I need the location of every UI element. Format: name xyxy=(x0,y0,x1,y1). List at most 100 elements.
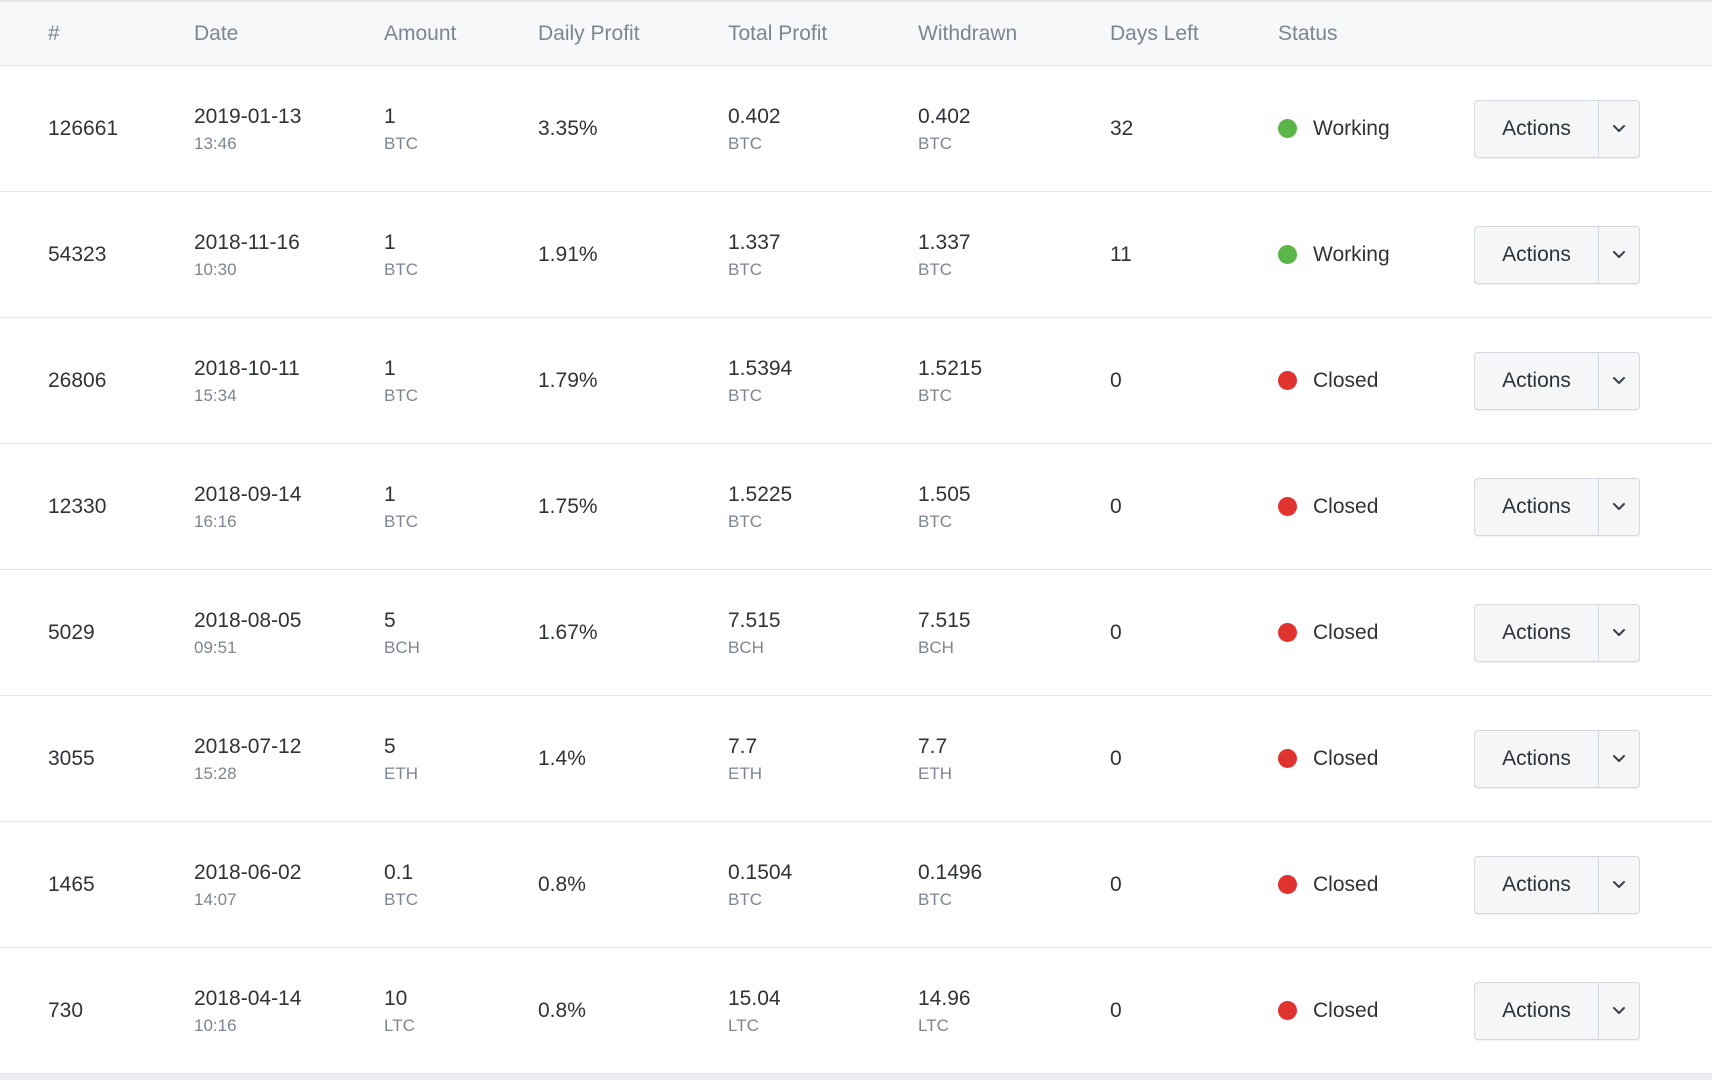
table-row: 26806 2018-10-11 15:34 1 BTC 1.79% 1.539… xyxy=(0,318,1712,444)
actions-button[interactable]: Actions xyxy=(1475,604,1599,661)
total-profit: 1.5394 xyxy=(728,356,793,380)
status-badge: Closed xyxy=(1278,369,1474,393)
deposit-date-cell: 2018-07-12 15:28 xyxy=(194,734,384,784)
status-badge: Working xyxy=(1278,243,1474,267)
table-row: 5029 2018-08-05 09:51 5 BCH 1.67% 7.515 … xyxy=(0,570,1712,696)
status-label: Closed xyxy=(1313,872,1379,896)
days-left: 0 xyxy=(1110,494,1122,518)
total-profit-cell: 15.04 LTC xyxy=(728,986,918,1036)
daily-profit: 1.91% xyxy=(538,242,598,266)
status-badge: Closed xyxy=(1278,873,1474,897)
deposit-id: 26806 xyxy=(48,368,107,392)
status-cell: Working xyxy=(1278,243,1474,267)
deposit-amount-currency: BTC xyxy=(384,511,418,531)
withdrawn-currency: BTC xyxy=(918,259,952,279)
column-header-status: Status xyxy=(1278,21,1338,45)
status-cell: Closed xyxy=(1278,999,1474,1023)
total-profit-cell: 7.7 ETH xyxy=(728,734,918,784)
withdrawn-cell: 1.337 BTC xyxy=(918,230,1110,280)
withdrawn-currency: BTC xyxy=(918,385,952,405)
total-profit-currency: BTC xyxy=(728,259,762,279)
daily-profit: 1.67% xyxy=(538,620,598,644)
status-cell: Working xyxy=(1278,117,1474,141)
actions-cell: Actions xyxy=(1474,99,1712,158)
actions-dropdown-toggle[interactable] xyxy=(1599,227,1639,283)
deposit-date: 2018-11-16 xyxy=(194,230,300,254)
withdrawn-cell: 7.515 BCH xyxy=(918,608,1110,658)
actions-dropdown-toggle[interactable] xyxy=(1599,983,1639,1039)
withdrawn-cell: 0.1496 BTC xyxy=(918,860,1110,910)
status-cell: Closed xyxy=(1278,873,1474,897)
withdrawn-amount: 7.515 xyxy=(918,608,971,632)
actions-button[interactable]: Actions xyxy=(1475,730,1599,787)
status-badge: Working xyxy=(1278,117,1474,141)
deposit-amount-currency: BTC xyxy=(384,259,418,279)
total-profit-cell: 0.1504 BTC xyxy=(728,860,918,910)
deposit-date-cell: 2018-06-02 14:07 xyxy=(194,860,384,910)
actions-cell: Actions xyxy=(1474,981,1712,1040)
actions-button[interactable]: Actions xyxy=(1475,982,1599,1039)
deposit-amount-currency: BCH xyxy=(384,637,420,657)
actions-button[interactable]: Actions xyxy=(1475,226,1599,283)
deposit-date-cell: 2019-01-13 13:46 xyxy=(194,104,384,154)
deposit-amount: 0.1 xyxy=(384,860,414,884)
actions-dropdown-toggle[interactable] xyxy=(1599,353,1639,409)
deposit-id: 54323 xyxy=(48,242,107,266)
status-badge: Closed xyxy=(1278,495,1474,519)
actions-button[interactable]: Actions xyxy=(1475,100,1599,157)
table-footer-bar xyxy=(0,1074,1712,1080)
total-profit: 7.7 xyxy=(728,734,758,758)
deposit-date-cell: 2018-11-16 10:30 xyxy=(194,230,384,280)
column-header-amount: Amount xyxy=(384,21,457,45)
deposit-date: 2018-07-12 xyxy=(194,734,302,758)
actions-button[interactable]: Actions xyxy=(1475,352,1599,409)
actions-dropdown-toggle[interactable] xyxy=(1599,479,1639,535)
deposit-date: 2018-04-14 xyxy=(194,986,302,1010)
actions-button[interactable]: Actions xyxy=(1475,856,1599,913)
total-profit-cell: 1.5394 BTC xyxy=(728,356,918,406)
actions-button[interactable]: Actions xyxy=(1475,478,1599,535)
withdrawn-amount: 0.1496 xyxy=(918,860,983,884)
chevron-down-icon xyxy=(1613,250,1625,258)
days-left: 32 xyxy=(1110,116,1134,140)
table-row: 730 2018-04-14 10:16 10 LTC 0.8% 15.04 L… xyxy=(0,948,1712,1074)
withdrawn-currency: BCH xyxy=(918,637,954,657)
actions-button-group: Actions xyxy=(1474,729,1640,788)
deposit-date-cell: 2018-09-14 16:16 xyxy=(194,482,384,532)
deposit-amount-currency: LTC xyxy=(384,1015,415,1035)
deposit-id: 730 xyxy=(48,998,84,1022)
deposit-date: 2018-08-05 xyxy=(194,608,302,632)
status-dot-icon xyxy=(1278,371,1297,390)
deposit-id: 1465 xyxy=(48,872,95,896)
actions-dropdown-toggle[interactable] xyxy=(1599,101,1639,157)
withdrawn-amount: 1.505 xyxy=(918,482,971,506)
total-profit-cell: 1.337 BTC xyxy=(728,230,918,280)
total-profit-currency: BTC xyxy=(728,385,762,405)
actions-dropdown-toggle[interactable] xyxy=(1599,857,1639,913)
deposit-amount: 1 xyxy=(384,482,396,506)
withdrawn-currency: BTC xyxy=(918,511,952,531)
table-row: 54323 2018-11-16 10:30 1 BTC 1.91% 1.337… xyxy=(0,192,1712,318)
withdrawn-amount: 1.5215 xyxy=(918,356,983,380)
deposit-time: 15:28 xyxy=(194,763,237,783)
status-dot-icon xyxy=(1278,1001,1297,1020)
withdrawn-currency: ETH xyxy=(918,763,952,783)
daily-profit: 0.8% xyxy=(538,872,586,896)
actions-dropdown-toggle[interactable] xyxy=(1599,731,1639,787)
status-label: Closed xyxy=(1313,746,1379,770)
withdrawn-amount: 14.96 xyxy=(918,986,971,1010)
daily-profit: 1.4% xyxy=(538,746,586,770)
deposit-time: 09:51 xyxy=(194,637,237,657)
deposit-amount-cell: 10 LTC xyxy=(384,986,538,1036)
deposit-amount-cell: 1 BTC xyxy=(384,104,538,154)
chevron-down-icon xyxy=(1613,754,1625,762)
column-header-days-left: Days Left xyxy=(1110,21,1199,45)
deposit-date-cell: 2018-10-11 15:34 xyxy=(194,356,384,406)
deposit-amount: 5 xyxy=(384,734,396,758)
deposit-id: 5029 xyxy=(48,620,95,644)
actions-cell: Actions xyxy=(1474,729,1712,788)
status-badge: Closed xyxy=(1278,999,1474,1023)
actions-dropdown-toggle[interactable] xyxy=(1599,605,1639,661)
deposit-amount: 10 xyxy=(384,986,408,1010)
deposit-amount-currency: BTC xyxy=(384,385,418,405)
